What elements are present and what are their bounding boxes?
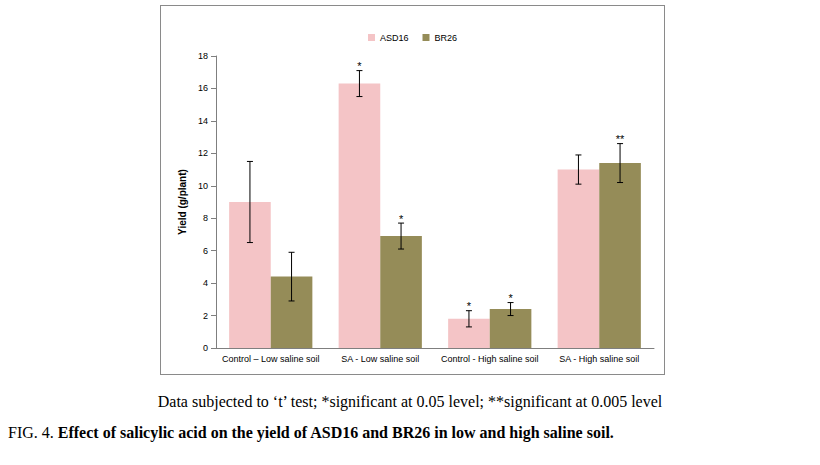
svg-text:Control – Low saline soil: Control – Low saline soil [222, 354, 320, 364]
svg-text:14: 14 [198, 116, 208, 126]
svg-text:8: 8 [203, 213, 208, 223]
svg-text:ASD16: ASD16 [380, 33, 409, 43]
svg-text:*: * [508, 292, 513, 304]
html-text:FIG. 4. Effect of salicylic ac: FIG. 4. Effect of salicylic acid on the … [8, 424, 614, 441]
svg-text:16: 16 [198, 83, 208, 93]
svg-text:6: 6 [203, 246, 208, 256]
svg-text:*: * [467, 300, 472, 312]
svg-text:Yield (g/plant): Yield (g/plant) [177, 169, 188, 235]
svg-text:BR26: BR26 [435, 33, 458, 43]
svg-text:0: 0 [203, 343, 208, 353]
svg-text:*: * [399, 213, 404, 225]
svg-text:2: 2 [203, 311, 208, 321]
svg-text:**: ** [616, 133, 625, 145]
html-text:Data subjected to ‘t’ test; *s: Data subjected to ‘t’ test; *significant… [157, 393, 663, 410]
svg-text:SA - Low saline soil: SA - Low saline soil [341, 354, 419, 364]
svg-text:18: 18 [198, 51, 208, 61]
svg-text:Control - High saline soil: Control - High saline soil [441, 354, 539, 364]
svg-text:SA - High saline soil: SA - High saline soil [559, 354, 639, 364]
svg-text:10: 10 [198, 181, 208, 191]
svg-text:12: 12 [198, 148, 208, 158]
svg-text:*: * [357, 60, 362, 72]
svg-text:4: 4 [203, 278, 208, 288]
